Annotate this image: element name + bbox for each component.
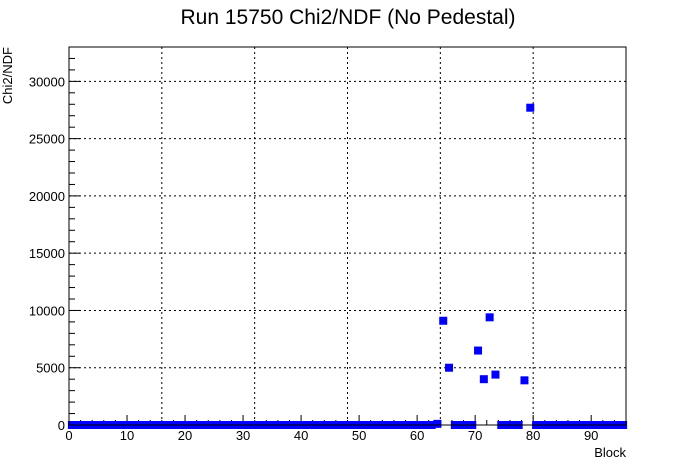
x-tick-label: 60 bbox=[410, 428, 424, 443]
x-tick-label: 10 bbox=[120, 428, 134, 443]
grid-lines bbox=[69, 47, 626, 425]
tick-labels: 0 10 20 30 40 50 60 70 80 90 0 5000 10000 15000 20000 2… bbox=[29, 74, 599, 443]
data-point bbox=[474, 346, 483, 355]
data-point bbox=[526, 103, 535, 112]
data-point bbox=[485, 313, 494, 322]
plot-frame bbox=[68, 46, 627, 426]
data-point bbox=[479, 375, 488, 384]
y-tick-label: 0 bbox=[58, 418, 65, 433]
y-axis-title: Chi2/NDF bbox=[0, 47, 15, 104]
x-tick-label: 90 bbox=[584, 428, 598, 443]
data-point bbox=[520, 376, 529, 385]
x-axis-title: Block bbox=[594, 445, 626, 460]
data-point bbox=[439, 316, 448, 325]
y-tick-label: 20000 bbox=[29, 189, 65, 204]
y-tick-label: 25000 bbox=[29, 132, 65, 147]
x-tick-label: 70 bbox=[468, 428, 482, 443]
y-tick-label: 15000 bbox=[29, 246, 65, 261]
y-tick-label: 5000 bbox=[36, 361, 65, 376]
x-tick-label: 30 bbox=[236, 428, 250, 443]
data-point bbox=[445, 363, 454, 372]
x-tick-label: 50 bbox=[352, 428, 366, 443]
x-tick-label: 80 bbox=[526, 428, 540, 443]
y-tick-label: 10000 bbox=[29, 303, 65, 318]
data-point bbox=[433, 419, 442, 428]
data-point bbox=[491, 370, 500, 379]
x-tick-label: 40 bbox=[294, 428, 308, 443]
y-tick-label: 30000 bbox=[29, 74, 65, 89]
chart-title: Run 15750 Chi2/NDF (No Pedestal) bbox=[181, 6, 516, 29]
x-tick-label: 0 bbox=[65, 428, 72, 443]
x-tick-label: 20 bbox=[178, 428, 192, 443]
